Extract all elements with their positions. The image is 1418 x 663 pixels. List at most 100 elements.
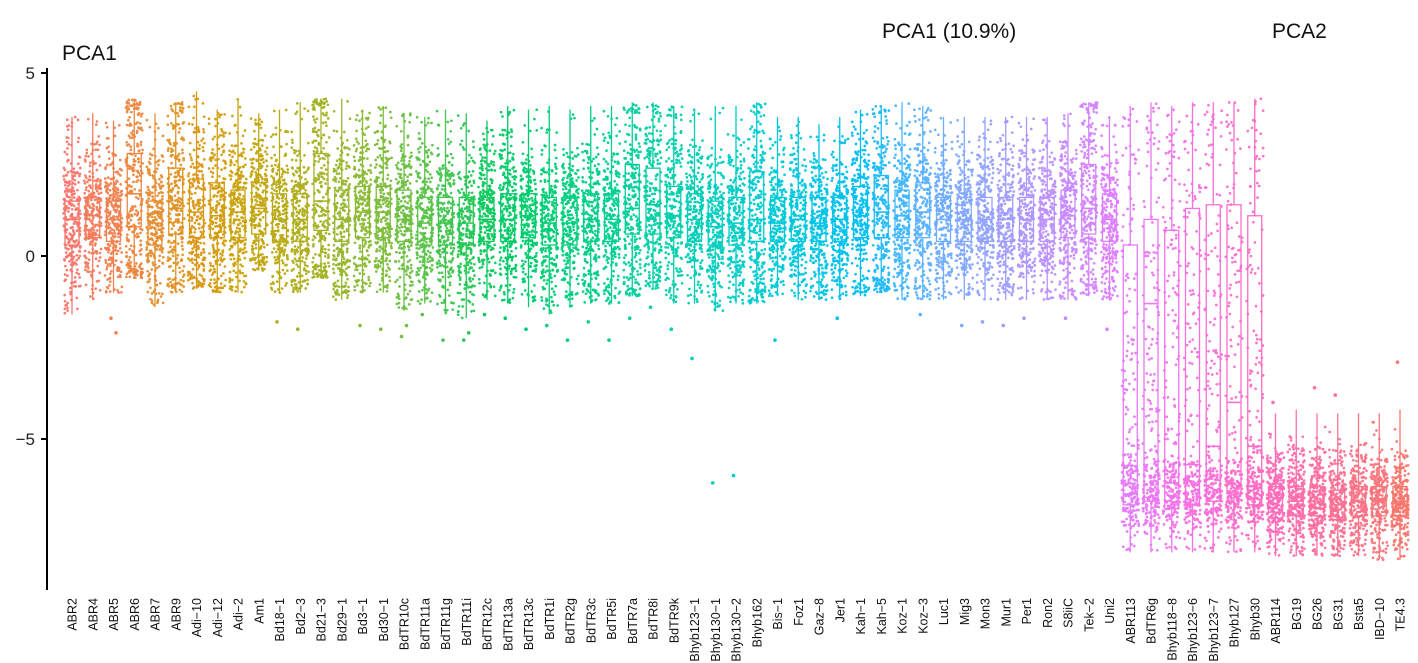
jitter-point xyxy=(270,187,274,190)
jitter-point xyxy=(127,258,131,262)
jitter-point xyxy=(202,248,205,251)
jitter-point xyxy=(416,147,420,151)
jitter-point xyxy=(386,205,390,208)
jitter-point xyxy=(76,140,80,144)
jitter-point xyxy=(158,248,162,252)
jitter-point xyxy=(332,262,335,266)
jitter-point xyxy=(327,136,331,139)
jitter-point xyxy=(193,242,197,246)
jitter-point xyxy=(193,227,197,231)
jitter-point xyxy=(105,285,109,289)
jitter-point xyxy=(254,236,258,240)
jitter-point xyxy=(171,149,175,152)
jitter-point xyxy=(199,216,203,220)
jitter-point xyxy=(388,279,392,283)
jitter-point xyxy=(191,247,194,250)
jitter-point xyxy=(281,212,285,216)
jitter-point xyxy=(128,255,132,259)
jitter-point xyxy=(254,246,258,250)
jitter-point xyxy=(108,272,112,276)
jitter-point xyxy=(298,227,301,231)
jitter-point xyxy=(407,248,411,252)
jitter-point xyxy=(333,186,337,190)
jitter-point xyxy=(400,156,404,160)
jitter-point xyxy=(202,267,206,271)
jitter-point xyxy=(395,302,399,306)
jitter-point xyxy=(106,243,110,246)
jitter-point xyxy=(233,191,236,194)
jitter-point xyxy=(169,217,172,221)
jitter-point xyxy=(68,180,71,183)
jitter-point xyxy=(428,173,432,176)
jitter-point xyxy=(124,106,128,109)
jitter-point xyxy=(347,289,351,293)
jitter-point xyxy=(87,217,91,221)
jitter-point xyxy=(236,223,240,227)
jitter-point xyxy=(127,238,131,242)
jitter-point xyxy=(139,275,143,279)
jitter-point xyxy=(221,241,225,245)
jitter-point xyxy=(64,251,68,254)
jitter-point xyxy=(133,187,137,191)
jitter-point xyxy=(192,201,195,205)
jitter-point xyxy=(302,225,306,229)
jitter-point xyxy=(72,196,76,199)
jitter-point xyxy=(379,220,383,224)
jitter-point xyxy=(378,283,382,286)
jitter-point xyxy=(154,218,158,221)
jitter-point xyxy=(86,201,90,205)
jitter-point xyxy=(327,264,331,268)
jitter-point xyxy=(211,166,215,170)
jitter-point xyxy=(138,263,142,266)
jitter-point xyxy=(324,168,328,171)
jitter-point xyxy=(314,120,317,124)
jitter-point xyxy=(192,116,195,120)
jitter-point xyxy=(404,165,408,169)
jitter-point xyxy=(276,255,280,259)
jitter-point xyxy=(258,194,261,198)
jitter-point xyxy=(286,171,289,174)
jitter-point xyxy=(114,209,118,212)
jitter-point xyxy=(312,256,315,260)
jitter-point xyxy=(166,256,170,259)
jitter-point xyxy=(251,158,254,161)
jitter-point xyxy=(223,265,227,268)
jitter-point xyxy=(171,269,175,273)
jitter-point xyxy=(72,170,75,174)
jitter-point xyxy=(419,145,422,149)
jitter-point xyxy=(76,307,79,311)
jitter-point xyxy=(110,203,114,206)
jitter-point xyxy=(253,142,257,145)
jitter-point xyxy=(73,232,76,235)
jitter-point xyxy=(186,174,190,178)
jitter-point xyxy=(65,136,69,139)
jitter-point xyxy=(228,280,232,284)
jitter-point xyxy=(383,182,387,186)
jitter-point xyxy=(240,170,243,174)
jitter-point xyxy=(202,149,205,153)
jitter-point xyxy=(285,142,288,146)
jitter-point xyxy=(358,246,362,250)
jitter-point xyxy=(125,255,128,259)
jitter-point xyxy=(298,199,302,203)
jitter-point xyxy=(259,162,262,166)
jitter-point xyxy=(419,187,423,191)
jitter-point xyxy=(161,262,165,265)
jitter-point xyxy=(136,145,140,148)
jitter-point xyxy=(83,158,87,161)
jitter-point xyxy=(332,167,336,171)
jitter-point xyxy=(119,270,123,274)
jitter-point xyxy=(98,256,102,259)
jitter-point xyxy=(158,177,161,181)
jitter-point xyxy=(65,140,69,144)
jitter-point xyxy=(379,182,383,186)
jitter-point xyxy=(177,123,180,126)
jitter-point xyxy=(218,263,222,267)
jitter-point xyxy=(244,250,248,254)
jitter-point xyxy=(337,186,341,190)
jitter-point xyxy=(232,184,236,188)
jitter-point xyxy=(315,202,318,206)
jitter-point xyxy=(130,136,134,140)
jitter-point xyxy=(441,164,445,168)
jitter-point xyxy=(84,176,88,180)
